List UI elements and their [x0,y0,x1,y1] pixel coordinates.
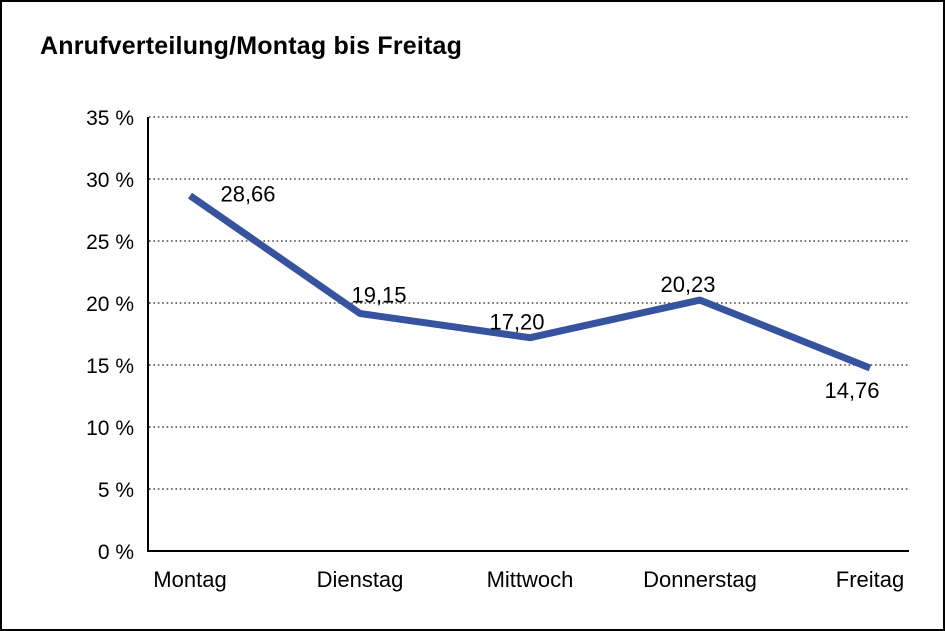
x-tick-label: Freitag [836,567,904,592]
data-line [188,192,872,372]
axis-lines [147,117,909,552]
data-point-label: 14,76 [824,378,879,403]
data-point-label: 28,66 [220,182,275,207]
x-tick-label: Mittwoch [487,567,574,592]
x-tick-label: Montag [153,567,226,592]
y-tick-label: 15 % [86,355,134,378]
y-tick-label: 30 % [86,169,134,192]
data-point-label: 19,15 [351,283,406,308]
y-tick-label: 25 % [86,231,134,254]
y-tick-label: 5 % [98,479,134,502]
y-tick-label: 35 % [86,107,134,130]
y-tick-label: 20 % [86,293,134,316]
data-point-label: 17,20 [489,310,544,335]
x-tick-label: Dienstag [317,567,404,592]
data-point-label: 20,23 [660,272,715,297]
chart-title: Anrufverteilung/Montag bis Freitag [40,32,463,60]
y-tick-label: 0 % [98,541,134,564]
y-tick-label: 10 % [86,417,134,440]
x-tick-label: Donnerstag [643,567,757,592]
